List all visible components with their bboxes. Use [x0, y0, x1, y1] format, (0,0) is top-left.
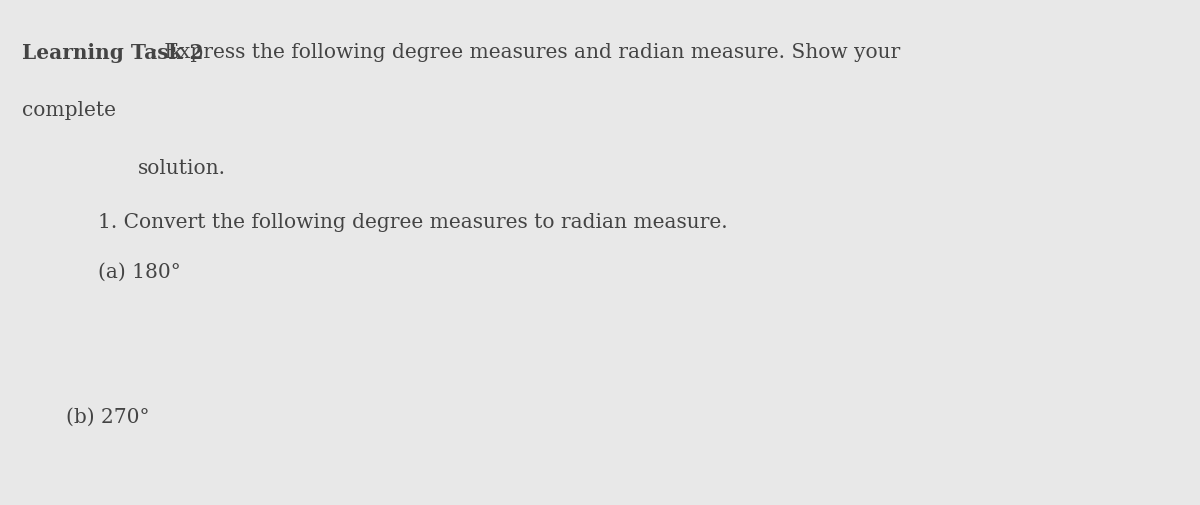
- Text: (b) 270°: (b) 270°: [66, 407, 150, 426]
- Text: : Express the following degree measures and radian measure. Show your: : Express the following degree measures …: [151, 43, 900, 62]
- Text: solution.: solution.: [138, 159, 226, 178]
- Text: (a) 180°: (a) 180°: [98, 263, 181, 282]
- Text: complete: complete: [22, 101, 115, 120]
- Text: Learning Task 2: Learning Task 2: [22, 43, 203, 63]
- Text: 1. Convert the following degree measures to radian measure.: 1. Convert the following degree measures…: [98, 212, 728, 231]
